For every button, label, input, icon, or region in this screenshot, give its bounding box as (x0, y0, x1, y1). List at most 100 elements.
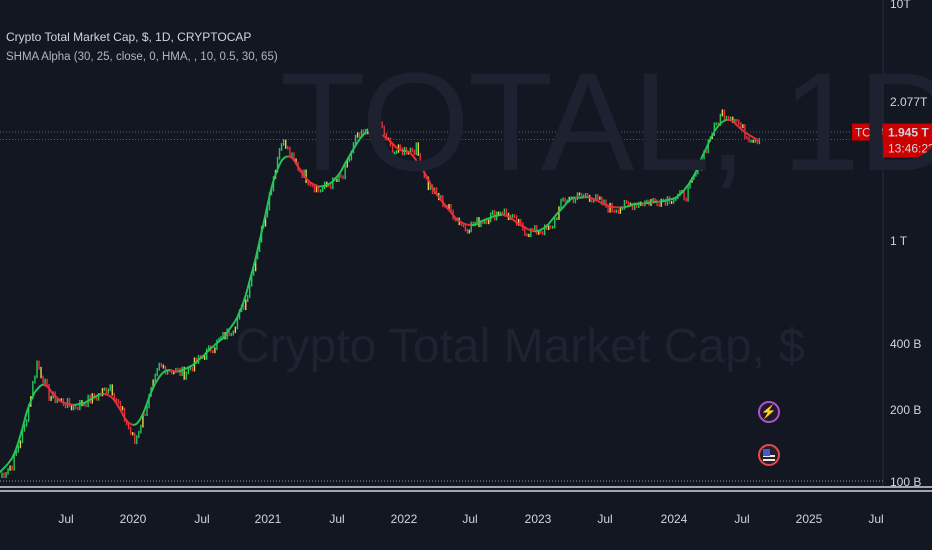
countdown-label: 13:46:23 (888, 142, 932, 156)
shma-line-segment (156, 376, 161, 381)
shma-line-segment (13, 448, 18, 455)
shma-line-segment (367, 129, 371, 132)
shma-line-segment (274, 169, 279, 176)
shma-line-segment (350, 148, 355, 153)
shma-line-segment (589, 196, 592, 200)
shma-line-segment (626, 205, 629, 208)
shma-line-segment (340, 166, 344, 172)
shma-line-segment (193, 361, 198, 365)
shma-line-segment (444, 204, 448, 209)
shma-line-segment (309, 181, 313, 185)
symbol-title[interactable]: Crypto Total Market Cap, $, 1D, CRYPTOCA… (6, 30, 252, 44)
shma-line-segment (476, 222, 480, 226)
shma-line-segment (667, 198, 670, 202)
shma-line-segment (348, 151, 353, 157)
shma-line-segment (98, 392, 101, 396)
shma-line-segment (750, 135, 754, 139)
shma-line-segment (538, 229, 542, 232)
shma-line-segment (490, 215, 494, 219)
shma-line-segment (405, 149, 409, 153)
shma-line-segment (137, 417, 142, 422)
data-point (268, 194, 270, 196)
shma-line-segment (431, 187, 436, 192)
shma-line-segment (38, 384, 42, 389)
shma-line-segment (648, 201, 652, 204)
shma-line-segment (36, 386, 40, 391)
indicator-legend[interactable]: SHMA Alpha (30, 25, close, 0, HMA, , 10,… (6, 51, 278, 63)
shma-line-segment (11, 453, 16, 459)
shma-line-segment (536, 229, 540, 233)
shma-line-segment (516, 221, 520, 225)
shma-line-segment (105, 393, 109, 397)
shma-line-segment (399, 148, 403, 152)
shma-line-segment (411, 154, 416, 159)
shma-line-segment (570, 196, 574, 200)
shma-line-segment (201, 353, 206, 358)
price-tick-label: 2.077T (890, 95, 928, 109)
shma-line-segment (206, 349, 210, 353)
shma-line-segment (744, 131, 748, 135)
shma-line-segment (694, 166, 699, 173)
shma-line-segment (299, 169, 303, 174)
shma-line-segment (713, 127, 718, 133)
shma-line-segment (185, 366, 189, 370)
shma-line-segment (413, 157, 418, 161)
shma-line-segment (526, 227, 530, 231)
shma-line-segment (146, 397, 150, 404)
shma-line-segment (169, 368, 173, 372)
shma-line-segment (665, 199, 668, 202)
shma-line-segment (95, 393, 100, 397)
shma-line-segment (77, 402, 81, 406)
shma-line-segment (154, 379, 159, 385)
shma-line-segment (134, 422, 138, 426)
shma-line-segment (544, 225, 548, 229)
shma-line-segment (352, 145, 357, 150)
shma-line-segment (27, 400, 32, 407)
shma-line-segment (262, 214, 267, 224)
shma-line-segment (518, 223, 522, 227)
shma-line-segment (113, 399, 118, 404)
shma-line-segment (683, 186, 687, 191)
shma-line-segment (391, 142, 396, 147)
shma-line-segment (311, 182, 315, 186)
shma-line-segment (509, 216, 514, 221)
last-price-badge[interactable] (883, 123, 932, 158)
shma-line-segment (566, 199, 570, 204)
data-point (501, 209, 503, 211)
shma-line-segment (568, 198, 572, 202)
data-point (208, 350, 210, 352)
shma-line-segment (332, 178, 336, 182)
shma-line-segment (398, 147, 401, 151)
shma-line-segment (130, 422, 134, 426)
shma-line-segment (150, 387, 155, 393)
shma-line-segment (711, 131, 716, 137)
shma-line-segment (111, 397, 116, 401)
shma-line-segment (293, 159, 297, 164)
shma-line-segment (691, 175, 695, 180)
shma-line-segment (448, 209, 452, 214)
shma-line-segment (452, 214, 456, 219)
shma-line-segment (250, 265, 255, 274)
shma-line-segment (687, 181, 691, 186)
lightning-icon[interactable]: ⚡ (758, 401, 780, 423)
shma-line-segment (381, 134, 385, 138)
shma-line-segment (632, 203, 635, 206)
shma-line-segment (248, 273, 253, 281)
shma-line-segment (746, 132, 750, 136)
shma-line-segment (501, 213, 505, 217)
us-flag-icon[interactable] (758, 444, 780, 466)
shma-line-segment (197, 357, 202, 361)
shma-line-segment (478, 220, 482, 224)
shma-line-segment (144, 403, 148, 410)
symbol-badge[interactable] (852, 123, 883, 141)
shma-line-segment (486, 217, 490, 220)
shma-line-segment (685, 184, 689, 189)
shma-line-segment (597, 199, 601, 203)
shma-line-segment (187, 365, 191, 369)
shma-line-segment (48, 387, 52, 393)
shma-line-segment (199, 355, 204, 360)
time-axis[interactable]: Jul 2020 Jul 2021 Jul 2022 Jul 2023 Jul 2024 Jul 20… (58, 512, 883, 526)
